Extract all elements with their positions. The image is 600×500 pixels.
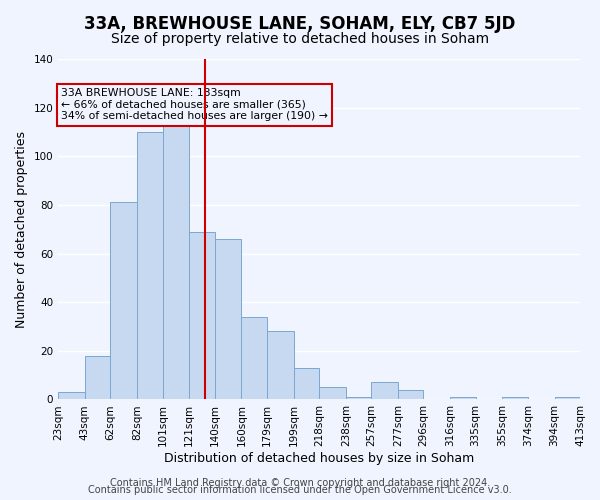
- Bar: [554, 397, 580, 400]
- Bar: [189, 232, 215, 400]
- Bar: [398, 390, 424, 400]
- Bar: [450, 397, 476, 400]
- Text: Contains HM Land Registry data © Crown copyright and database right 2024.: Contains HM Land Registry data © Crown c…: [110, 478, 490, 488]
- Y-axis label: Number of detached properties: Number of detached properties: [15, 130, 28, 328]
- Bar: [241, 317, 267, 400]
- Bar: [319, 388, 346, 400]
- Bar: [371, 382, 398, 400]
- Text: 33A, BREWHOUSE LANE, SOHAM, ELY, CB7 5JD: 33A, BREWHOUSE LANE, SOHAM, ELY, CB7 5JD: [85, 15, 515, 33]
- Text: Size of property relative to detached houses in Soham: Size of property relative to detached ho…: [111, 32, 489, 46]
- Text: 33A BREWHOUSE LANE: 133sqm
← 66% of detached houses are smaller (365)
34% of sem: 33A BREWHOUSE LANE: 133sqm ← 66% of deta…: [61, 88, 328, 122]
- Bar: [163, 122, 189, 400]
- Bar: [502, 397, 528, 400]
- Bar: [346, 397, 371, 400]
- Bar: [58, 392, 85, 400]
- X-axis label: Distribution of detached houses by size in Soham: Distribution of detached houses by size …: [164, 452, 474, 465]
- Bar: [137, 132, 163, 400]
- Text: Contains public sector information licensed under the Open Government Licence v3: Contains public sector information licen…: [88, 485, 512, 495]
- Bar: [215, 239, 241, 400]
- Bar: [110, 202, 137, 400]
- Bar: [267, 332, 293, 400]
- Bar: [85, 356, 110, 400]
- Bar: [293, 368, 319, 400]
